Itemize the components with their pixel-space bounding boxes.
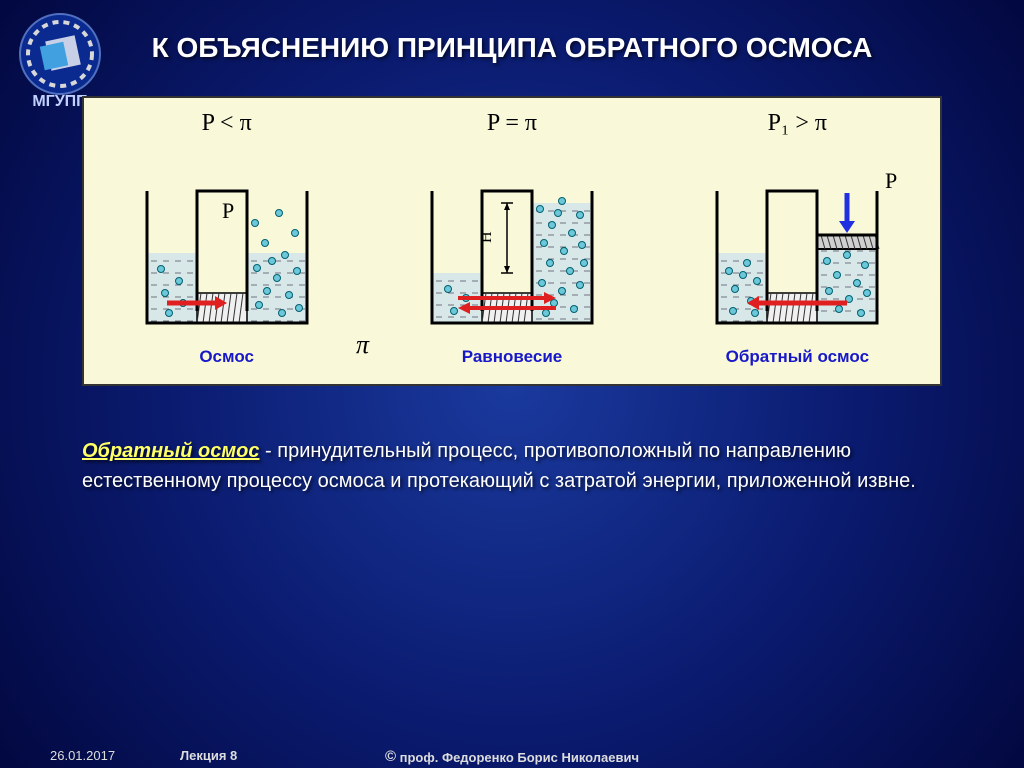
vessel-diagram: P₁	[697, 143, 897, 343]
university-logo: МГУПП	[10, 10, 110, 110]
svg-text:P: P	[222, 198, 234, 223]
copyright-symbol: ©	[385, 748, 396, 765]
definition-term: Обратный осмос	[82, 440, 259, 462]
definition-text: Обратный осмос - принудительный процесс,…	[82, 436, 942, 496]
diagram-cell-osmosis: P < π P Осмос	[107, 110, 347, 367]
svg-text:МГУПП: МГУПП	[32, 93, 87, 110]
footer-author: © проф. Федоренко Борис Николаевич	[385, 748, 639, 765]
diagram-cell-reverse: P₁ > π P₁ Обратный осмос	[677, 110, 917, 367]
cell-caption: Осмос	[199, 347, 254, 367]
footer-date: 26.01.2017	[50, 748, 115, 763]
vessel-diagram: H	[412, 143, 612, 343]
diagram-panel: π P < π P Осмос P = π H Равновесие P₁ > π P₁ Обр…	[82, 96, 942, 386]
cell-caption: Равновесие	[462, 347, 563, 367]
slide-title: К ОБЪЯСНЕНИЮ ПРИНЦИПА ОБРАТНОГО ОСМОСА	[0, 0, 1024, 66]
footer-lecture: Лекция 8	[180, 748, 237, 763]
footer-author-name: проф. Федоренко Борис Николаевич	[400, 750, 639, 765]
cell-caption: Обратный осмос	[726, 347, 869, 367]
cell-header: P = π	[487, 110, 537, 137]
diagram-cell-equilibrium: P = π H Равновесие	[392, 110, 632, 367]
svg-text:P₁: P₁	[885, 168, 897, 193]
cell-header: P < π	[202, 110, 252, 137]
vessel-diagram: P	[127, 143, 327, 343]
cell-header: P₁ > π	[768, 110, 827, 137]
pi-symbol: π	[356, 330, 369, 360]
